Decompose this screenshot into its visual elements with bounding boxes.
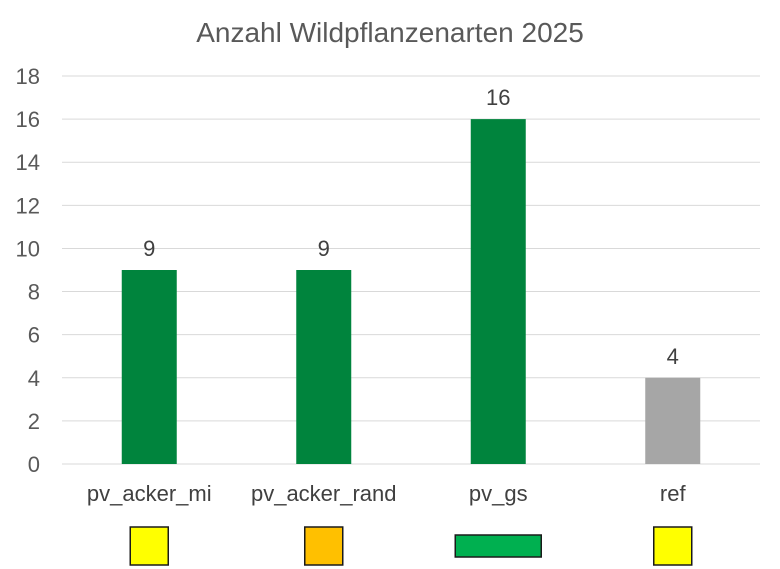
y-tick-label: 18	[16, 64, 40, 89]
y-tick-label: 2	[28, 409, 40, 434]
y-tick-label: 6	[28, 323, 40, 348]
x-category-label: pv_acker_rand	[251, 481, 397, 506]
bar	[296, 270, 352, 464]
color-swatch	[653, 526, 693, 566]
x-category-label: pv_acker_mi	[87, 481, 212, 506]
bar	[470, 119, 526, 464]
color-swatch	[304, 526, 344, 566]
y-tick-label: 10	[16, 236, 40, 261]
chart-title: Anzahl Wildpflanzenarten 2025	[196, 17, 584, 48]
data-label: 9	[318, 236, 330, 261]
color-swatches	[129, 526, 693, 566]
data-label: 16	[486, 85, 510, 110]
data-labels: 9 9 16 4	[143, 85, 679, 369]
x-category-label: pv_gs	[469, 481, 528, 506]
y-tick-label: 12	[16, 193, 40, 218]
data-label: 4	[667, 344, 679, 369]
bar	[121, 270, 177, 464]
color-swatch	[129, 526, 169, 566]
x-category-label: ref	[660, 481, 687, 506]
y-tick-label: 14	[16, 150, 40, 175]
gridlines	[62, 75, 760, 465]
y-tick-label: 4	[28, 366, 40, 391]
y-axis-ticks: 0 2 4 6 8 10 12 14 16 18	[16, 64, 40, 477]
y-tick-label: 8	[28, 280, 40, 305]
color-swatch	[454, 534, 542, 558]
bar	[645, 377, 701, 464]
x-axis-categories: pv_acker_mi pv_acker_rand pv_gs ref	[87, 481, 687, 506]
y-tick-label: 0	[28, 452, 40, 477]
data-label: 9	[143, 236, 155, 261]
y-tick-label: 16	[16, 107, 40, 132]
bars	[121, 119, 701, 464]
